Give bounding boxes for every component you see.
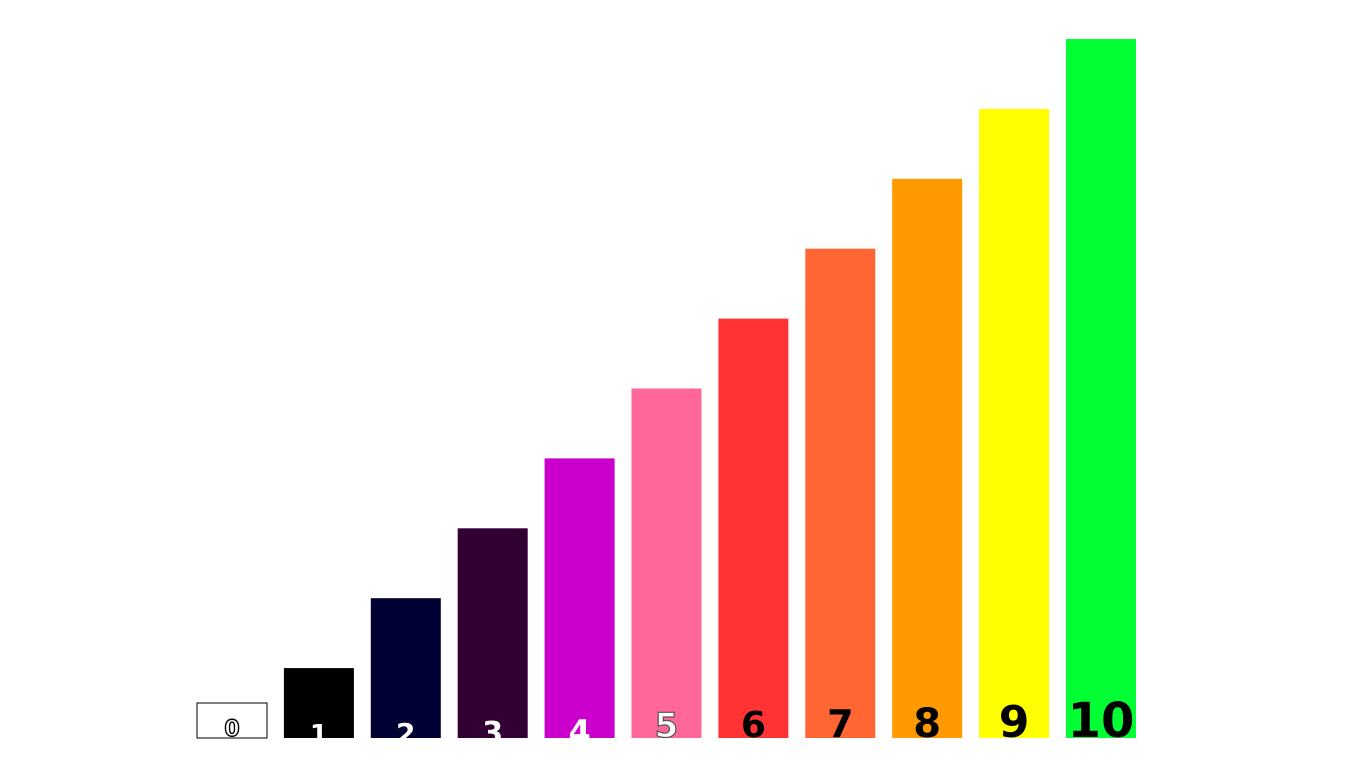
bar-0: [196, 702, 268, 739]
bar-8: [892, 178, 963, 739]
bar-label-3: 3: [482, 716, 503, 751]
bar-label-10: 10: [1068, 693, 1135, 749]
bar-label-1: 1: [310, 720, 328, 750]
bar-9: [979, 108, 1050, 738]
bar-label-9: 9: [999, 697, 1030, 748]
bar-label-8: 8: [913, 701, 941, 747]
bar-4: [544, 458, 615, 738]
bar-5: [631, 388, 702, 738]
bar-label-5: 5: [655, 706, 679, 746]
bars-group: [196, 39, 1136, 739]
bar-3: [457, 528, 528, 738]
bar-label-2: 2: [396, 717, 415, 750]
labels-group: 0 1 2 3 4 5 6 7 8 9 10: [224, 693, 1135, 751]
bar-10: [1066, 39, 1136, 738]
bar-label-6: 6: [741, 705, 766, 746]
bar-label-4: 4: [568, 713, 590, 751]
bar-label-0: 0: [224, 717, 239, 742]
bar-2: [370, 598, 441, 738]
bar-6: [718, 318, 789, 738]
bar-1: [283, 668, 354, 738]
bar-7: [805, 248, 876, 738]
bar-label-7: 7: [827, 702, 853, 746]
